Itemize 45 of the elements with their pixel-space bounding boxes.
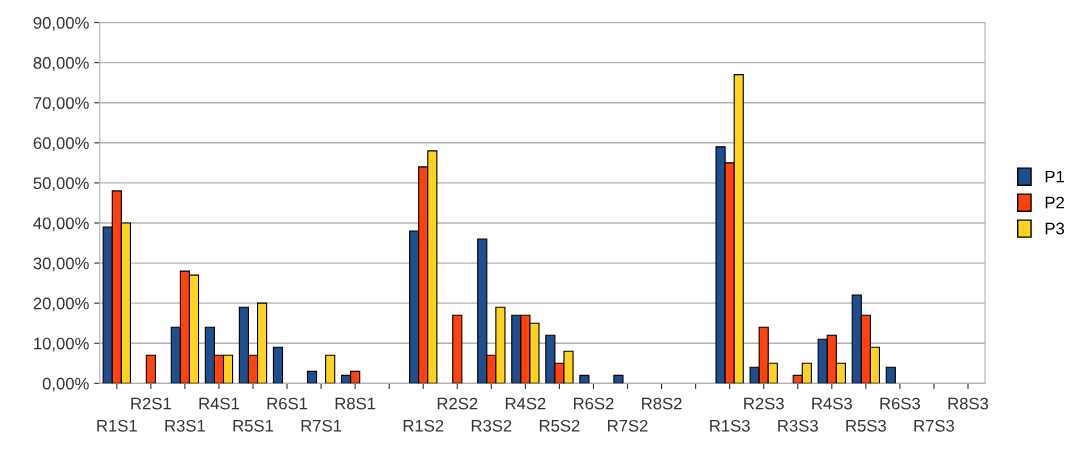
bar xyxy=(613,374,624,384)
x-tick-label: R3S1 xyxy=(165,419,205,432)
x-tick-label: R7S1 xyxy=(301,419,342,432)
x-tick-label: R7S3 xyxy=(914,419,955,432)
bar xyxy=(272,346,284,384)
x-tick-label: R5S3 xyxy=(846,419,886,432)
x-tick-label: R1S3 xyxy=(710,419,750,432)
bar xyxy=(306,370,318,384)
legend-label: P2 xyxy=(1045,196,1064,209)
x-tick-label: R5S2 xyxy=(539,419,580,432)
x-tick-label: R7S2 xyxy=(608,419,648,432)
y-tick-label: 20,00% xyxy=(33,297,89,312)
legend-label: P1 xyxy=(1045,170,1064,183)
bar xyxy=(452,314,463,384)
bar xyxy=(579,374,590,384)
x-tick-label: R2S1 xyxy=(131,397,171,410)
bar xyxy=(145,354,156,384)
legend-label: P3 xyxy=(1045,222,1065,235)
x-tick-label: R2S3 xyxy=(744,397,784,410)
y-tick-label: 90,00% xyxy=(33,16,89,31)
y-tick-label: 70,00% xyxy=(33,97,89,111)
x-tick-label: R4S2 xyxy=(505,397,546,410)
x-tick-label: R4S1 xyxy=(199,397,239,410)
x-tick-label: R6S1 xyxy=(267,397,308,410)
x-tick-label: R5S1 xyxy=(233,419,274,432)
x-tick-label: R2S2 xyxy=(437,397,478,410)
y-tick-label: 30,00% xyxy=(33,257,89,272)
y-tick-label: 80,00% xyxy=(33,57,89,71)
y-tick-label: 10,00% xyxy=(34,337,89,352)
x-tick-label: R3S3 xyxy=(778,419,818,432)
x-tick-label: R8S2 xyxy=(642,397,682,410)
bar xyxy=(325,354,336,384)
y-tick-label: 50,00% xyxy=(33,177,89,192)
y-tick-label: 40,00% xyxy=(33,217,89,232)
x-tick-label: R4S3 xyxy=(812,397,852,410)
y-tick-label: 60,00% xyxy=(33,137,89,151)
x-tick-label: R3S2 xyxy=(471,419,512,432)
x-tick-label: R1S2 xyxy=(403,419,444,432)
x-tick-label: R8S1 xyxy=(335,397,376,410)
x-tick-label: R8S3 xyxy=(948,397,989,410)
x-tick-label: R6S3 xyxy=(880,397,921,410)
y-tick-label: 0,00% xyxy=(42,377,89,392)
x-tick-label: R1S1 xyxy=(97,419,137,432)
bar xyxy=(885,366,896,384)
x-tick-label: R6S2 xyxy=(573,397,614,410)
